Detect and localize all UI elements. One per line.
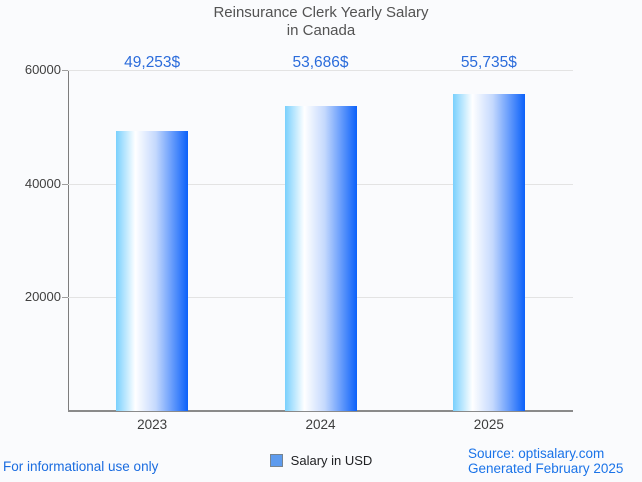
legend-label: Salary in USD [290,453,373,468]
y-tick-60000 [62,70,68,71]
source-link[interactable]: Source: optisalary.com [468,446,605,461]
x-axis-label-2025: 2025 [473,417,504,432]
bar-2023[interactable] [116,131,189,411]
chart-title-line2: in Canada [286,22,356,39]
generated-text: Generated February 2025 [468,461,624,476]
source-block: Source: optisalary.com Generated Februar… [468,446,623,476]
gridline-60000 [68,70,573,71]
x-axis-label-2024: 2024 [305,417,336,432]
chart-title: Reinsurance Clerk Yearly Salary in Canad… [0,4,642,40]
legend-swatch-icon [269,454,283,467]
value-label-2024: 53,686$ [292,54,349,71]
plot-area [62,70,573,412]
y-tick-40000 [62,183,68,185]
disclaimer-text: For informational use only [3,459,159,474]
x-axis-line [68,410,573,412]
y-axis-label-20000: 20000 [24,289,61,305]
y-axis-line [68,70,69,411]
legend: Salary in USD [0,453,642,468]
chart-title-line1: Reinsurance Clerk Yearly Salary [213,4,429,21]
y-axis-label-60000: 60000 [24,62,61,77]
bar-2024[interactable] [284,105,357,411]
y-tick-20000 [62,297,68,299]
value-label-2023: 49,253$ [124,54,181,71]
bar-2025[interactable] [452,94,525,411]
y-axis-label-40000: 40000 [24,175,61,191]
x-axis-label-2023: 2023 [137,417,168,432]
value-label-2025: 55,735$ [460,54,517,71]
